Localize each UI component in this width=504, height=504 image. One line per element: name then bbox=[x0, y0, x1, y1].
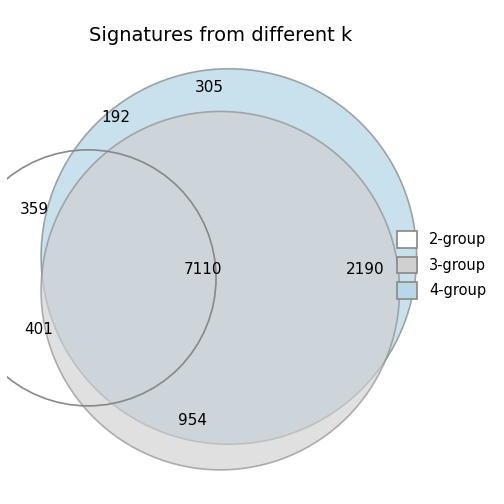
Circle shape bbox=[41, 69, 417, 445]
Title: Signatures from different k: Signatures from different k bbox=[89, 26, 352, 44]
Text: 359: 359 bbox=[20, 202, 49, 217]
Text: 305: 305 bbox=[195, 81, 224, 95]
Text: 954: 954 bbox=[177, 413, 207, 428]
Circle shape bbox=[41, 111, 400, 470]
Legend: 2-group, 3-group, 4-group: 2-group, 3-group, 4-group bbox=[390, 224, 494, 306]
Text: 2190: 2190 bbox=[346, 262, 385, 277]
Text: 192: 192 bbox=[101, 110, 130, 125]
Text: 401: 401 bbox=[24, 322, 53, 337]
Text: 7110: 7110 bbox=[184, 262, 222, 277]
